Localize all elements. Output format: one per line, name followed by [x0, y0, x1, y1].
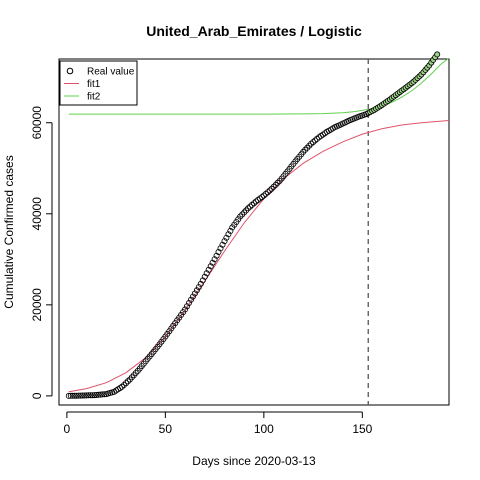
- data-point-interp: [239, 211, 246, 218]
- data-point-interp: [262, 190, 269, 197]
- data-point-interp: [79, 392, 86, 399]
- data-point: [182, 306, 189, 313]
- data-point-interp: [101, 391, 108, 398]
- data-point-interp: [87, 392, 94, 399]
- data-point-interp: [123, 380, 130, 387]
- data-point-interp: [75, 392, 82, 399]
- plot-area: 0 50 100 150 0 20000 40000 60000: [30, 51, 450, 436]
- data-point-interp: [185, 299, 192, 306]
- y-axis-label: Cumulative Confirmed cases: [2, 155, 16, 308]
- legend-label-1: fit1: [87, 79, 101, 90]
- data-point-interp: [95, 391, 102, 398]
- data-point-interp: [187, 296, 194, 303]
- x-tick-label: 150: [352, 422, 372, 436]
- data-point-interp: [306, 142, 313, 149]
- data-point: [245, 205, 252, 212]
- data-point-interp: [193, 287, 200, 294]
- data-point-interp: [248, 201, 255, 208]
- data-point: [268, 185, 275, 192]
- data-point-interp: [81, 392, 88, 399]
- data-point: [83, 392, 90, 399]
- data-point-interp: [128, 374, 135, 381]
- x-tick-label: 50: [159, 422, 173, 436]
- data-point-interp: [223, 234, 230, 241]
- data-point-interp: [219, 241, 226, 248]
- data-point-interp: [69, 392, 76, 399]
- data-point: [93, 391, 100, 398]
- data-point-interp: [250, 200, 257, 207]
- data-point-interp: [97, 391, 104, 398]
- y-tick-label: 20000: [30, 288, 44, 322]
- data-point-interp: [227, 227, 234, 234]
- data-point-interp: [215, 248, 222, 255]
- data-point: [308, 140, 315, 147]
- data-point-interp: [121, 381, 128, 388]
- data-point-interp: [132, 369, 139, 376]
- data-point: [119, 383, 126, 390]
- data-point-interp: [211, 256, 218, 263]
- data-point-interp: [243, 207, 250, 214]
- x-tick-label: 0: [64, 422, 71, 436]
- x-axis-label: Days since 2020-03-13: [192, 454, 316, 468]
- data-point: [252, 198, 259, 205]
- data-point-interp: [89, 392, 96, 399]
- data-point: [189, 293, 196, 300]
- data-point-interp: [313, 135, 320, 142]
- data-point-interp: [254, 196, 261, 203]
- data-point-interp: [201, 273, 208, 280]
- data-point-interp: [266, 187, 273, 194]
- y-tick-label: 60000: [30, 106, 44, 140]
- data-point-interp: [241, 209, 248, 216]
- y-tick-label: 40000: [30, 197, 44, 231]
- fit2-line: [68, 57, 450, 115]
- data-point-interp: [77, 392, 84, 399]
- data-point-interp: [67, 392, 74, 399]
- data-point-interp: [225, 231, 232, 238]
- data-point-interp: [264, 189, 271, 196]
- plot-frame: [58, 58, 450, 406]
- data-point-interp: [217, 245, 224, 252]
- data-point-interp: [85, 392, 92, 399]
- data-point-interp: [71, 392, 78, 399]
- data-point-interp: [199, 277, 206, 284]
- data-point: [260, 192, 267, 199]
- y-tick-label: 0: [30, 392, 44, 399]
- data-point: [434, 51, 441, 58]
- legend-label-2: fit2: [87, 92, 101, 103]
- data-point-interp: [91, 392, 98, 399]
- data-point: [205, 266, 212, 273]
- data-point: [65, 392, 72, 399]
- data-point-interp: [312, 137, 319, 144]
- data-point-interp: [258, 194, 265, 201]
- data-point-interp: [270, 183, 277, 190]
- data-point: [73, 392, 80, 399]
- fit1-line: [68, 120, 450, 393]
- data-point-interp: [99, 391, 106, 398]
- data-point: [197, 280, 204, 287]
- data-point-interp: [304, 144, 311, 151]
- data-point-interp: [310, 139, 317, 146]
- data-point: [300, 148, 307, 155]
- chart-title: United_Arab_Emirates / Logistic: [146, 23, 362, 39]
- data-point-interp: [191, 290, 198, 297]
- x-tick-label: 100: [254, 422, 274, 436]
- data-point: [221, 238, 228, 245]
- legend-marker-0: [66, 67, 74, 75]
- data-point-interp: [272, 181, 279, 188]
- data-point: [213, 252, 220, 259]
- legend-label-0: Real value: [87, 67, 135, 78]
- data-point-interp: [209, 259, 216, 266]
- data-point-interp: [274, 179, 281, 186]
- data-point-interp: [207, 263, 214, 270]
- data-point-interp: [124, 378, 131, 385]
- data-point-interp: [195, 284, 202, 291]
- data-point-interp: [247, 203, 254, 210]
- data-point-interp: [302, 146, 309, 153]
- data-point-interp: [183, 303, 190, 310]
- data-point: [237, 213, 244, 220]
- data-point-interp: [203, 270, 210, 277]
